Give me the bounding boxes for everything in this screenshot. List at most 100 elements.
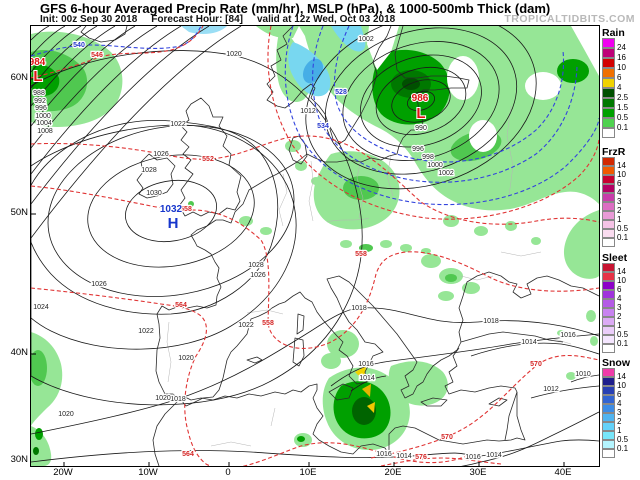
pressure-center-value: 986 (412, 93, 429, 104)
map-canvas: 988 992 996 1000 1004 1008 990 996 998 1000 1002 10… (30, 25, 600, 467)
legend-section-title-rain: Rain (602, 27, 625, 39)
isobar-label: 1016 (376, 451, 392, 458)
isobar-label: 1014 (396, 453, 412, 460)
legend-value-label: 1 (617, 426, 622, 435)
precip-rain-shading (31, 26, 599, 466)
isobar-label: 992 (34, 98, 46, 105)
legend-value-label: 6 (617, 390, 622, 399)
legend-value-label: 6 (617, 73, 622, 82)
legend-value-label: 1 (617, 321, 622, 330)
isobar-label: 998 (422, 154, 434, 161)
legend-value-label: 0.5 (617, 330, 629, 339)
legend-value-label: 6 (617, 285, 622, 294)
isobar-label: 1028 (141, 167, 157, 174)
legend-color-cell (602, 368, 615, 377)
legend-value-label: 14 (617, 161, 626, 170)
axis-ticks (31, 78, 565, 466)
legend-color-cell (602, 68, 615, 78)
legend-color-cell (602, 263, 615, 272)
isobar-label: 1026 (91, 281, 107, 288)
isobar-label: 1016 (560, 332, 576, 339)
legend-value-label: 0.5 (617, 435, 629, 444)
lon-tick-label: 20E (384, 467, 402, 478)
legend-value-label: 3 (617, 303, 622, 312)
isobar-contours (31, 26, 599, 466)
legend-value-label: 3 (617, 197, 622, 206)
thickness-label-red: 564 (175, 302, 187, 309)
legend-value-label: 10 (617, 170, 626, 179)
legend-value-label: 14 (617, 372, 626, 381)
legend-color-cell (602, 238, 615, 247)
legend-value-label: 0.5 (617, 224, 629, 233)
thickness-label-blue: 528 (335, 89, 347, 96)
legend-color-cell (602, 413, 615, 422)
lon-tick-label: 40E (554, 467, 572, 478)
lon-tick-label: 30E (469, 467, 487, 478)
legend-color-cell (602, 290, 615, 299)
legend-value-label: 6 (617, 179, 622, 188)
legend-value-label: 1.5 (617, 103, 629, 112)
legend-color-cell (602, 404, 615, 413)
legend-section-title-frzr: FrzR (602, 146, 626, 158)
legend-color-cell (602, 317, 615, 326)
isobar-label: 1020 (178, 355, 194, 362)
legend-color-cell (602, 175, 615, 184)
legend-color-cell (602, 220, 615, 229)
legend-color-cell (602, 326, 615, 335)
pressure-center-letter: L (33, 68, 42, 85)
legend-value-label: 10 (617, 276, 626, 285)
thickness-label-blue: 540 (73, 42, 85, 49)
legend-value-label: 3 (617, 408, 622, 417)
lon-tick-label: 10W (138, 467, 158, 478)
legend-value-label: 4 (617, 83, 622, 92)
isobar-label: 1012 (300, 108, 316, 115)
legend-color-cell (602, 281, 615, 290)
legend-value-label: 2 (617, 417, 622, 426)
thickness-label-red: 558 (180, 206, 192, 213)
precip-type-legend: Rain 24 16 10 6 4 2.5 1.5 0.5 0.1 FrzR 14 10 6 4 3 2 1 0.5… (599, 0, 640, 480)
isobar-label: 1022 (238, 322, 254, 329)
isobar-label: 1022 (170, 121, 186, 128)
legend-value-label: 2.5 (617, 93, 629, 102)
legend-color-cell (602, 38, 615, 48)
legend-color-cell (602, 440, 615, 449)
legend-color-cell (602, 128, 615, 138)
thickness-contours-red (31, 26, 599, 466)
legend-value-label: 2 (617, 312, 622, 321)
legend-value-label: 10 (617, 63, 626, 72)
isobar-label: 988 (33, 90, 45, 97)
legend-section-title-sleet: Sleet (602, 252, 628, 264)
legend-value-label: 0.1 (617, 233, 629, 242)
isobar-label: 1004 (36, 120, 52, 127)
lat-tick-label: 50N (10, 207, 28, 218)
isobar-label: 1014 (359, 375, 375, 382)
legend-value-label: 0.1 (617, 123, 629, 132)
legend-color-cell (602, 335, 615, 344)
isobar-label: 1024 (33, 304, 49, 311)
legend-color-cell (602, 308, 615, 317)
legend-color-cell (602, 88, 615, 98)
thickness-contours-blue (31, 26, 599, 206)
lon-tick-label: 20W (53, 467, 73, 478)
legend-color-cell (602, 449, 615, 458)
pressure-center-value: 984 (31, 57, 46, 68)
isobar-label: 1016 (465, 454, 481, 461)
isobar-label: 1020 (226, 51, 242, 58)
thickness-label-red: 558 (262, 320, 274, 327)
legend-color-cell (602, 48, 615, 58)
isobar-label: 1030 (146, 190, 162, 197)
legend-color-cell (602, 193, 615, 202)
isobar-label: 1008 (37, 128, 53, 135)
thickness-label-red: 564 (182, 451, 194, 458)
legend-value-label: 2 (617, 206, 622, 215)
isobar-label: 1002 (358, 36, 374, 43)
isobar-label: 990 (415, 125, 427, 132)
legend-color-cell (602, 422, 615, 431)
pressure-center-value: 1032 (160, 204, 183, 215)
thickness-label-red: 552 (202, 156, 214, 163)
legend-value-label: 1 (617, 215, 622, 224)
isobar-label: 1016 (358, 361, 374, 368)
